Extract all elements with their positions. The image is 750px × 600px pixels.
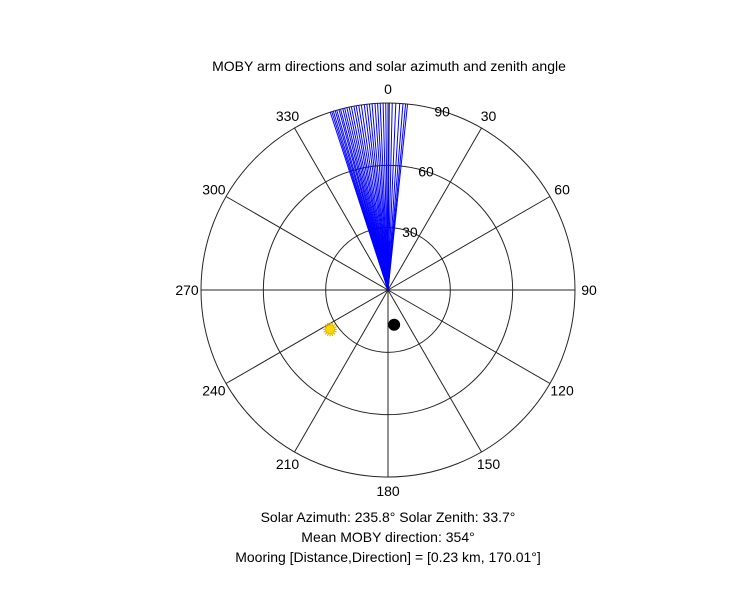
arm-line-28: [387, 103, 401, 291]
grid-spoke-10: [225, 196, 389, 291]
radial-label-90: 90: [434, 103, 450, 119]
mooring-marker: [388, 318, 401, 331]
grid-spoke-8: [225, 289, 389, 384]
radial-label-30: 30: [402, 224, 418, 240]
angle-label-300: 300: [202, 182, 226, 198]
angle-label-180: 180: [376, 483, 400, 499]
angle-tick-labels: 0 30 60 90 120 150 180 210 240 270 300 330: [175, 81, 597, 499]
angle-label-270: 270: [175, 282, 199, 298]
grid-spoke-4: [387, 289, 551, 384]
polar-grid: [200, 102, 576, 478]
arm-direction-lines: [329, 103, 409, 291]
angle-label-330: 330: [276, 108, 300, 124]
angle-label-60: 60: [554, 182, 570, 198]
angle-label-120: 120: [550, 383, 574, 399]
arm-line-26: [387, 103, 393, 291]
arm-line-31: [387, 103, 409, 291]
angle-label-210: 210: [276, 456, 300, 472]
chart-title: MOBY arm directions and solar azimuth an…: [212, 58, 566, 74]
angle-label-240: 240: [202, 383, 226, 399]
angle-label-150: 150: [477, 456, 501, 472]
grid-spoke-1: [387, 127, 482, 291]
radial-tick-labels: 30 60 90: [402, 103, 450, 239]
arm-line-24: [385, 103, 389, 291]
annotation-solar: Solar Azimuth: 235.8° Solar Zenith: 33.7…: [261, 509, 516, 525]
annotation-mean-direction: Mean MOBY direction: 354°: [301, 529, 474, 545]
arm-line-27: [387, 103, 397, 291]
radial-label-60: 60: [418, 164, 434, 180]
angle-label-0: 0: [384, 81, 392, 97]
grid-spoke-2: [387, 196, 551, 291]
angle-label-90: 90: [581, 282, 597, 298]
grid-spoke-5: [387, 289, 482, 453]
grid-spoke-7: [294, 289, 389, 453]
grid-spoke-11: [294, 127, 389, 291]
markers: [323, 318, 401, 337]
angle-label-30: 30: [481, 108, 497, 124]
sun-marker: [323, 322, 338, 337]
annotation-mooring: Mooring [Distance,Direction] = [0.23 km,…: [235, 549, 541, 565]
